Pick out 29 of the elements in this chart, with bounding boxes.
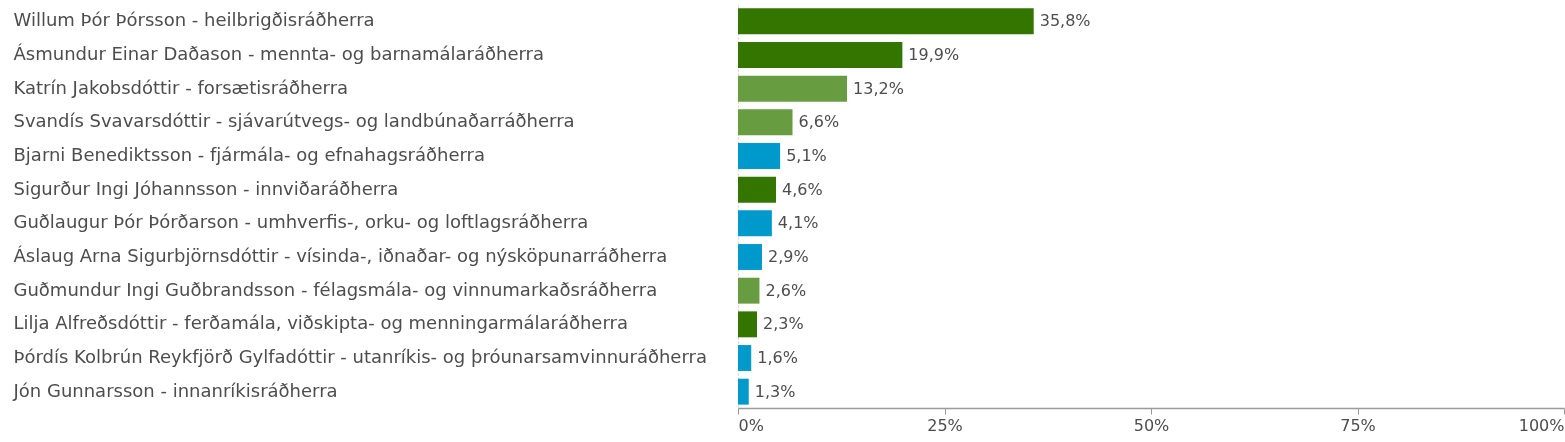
x-tick-label: 75% xyxy=(1340,415,1376,435)
data-label: 2,9% xyxy=(767,247,809,266)
data-label: 35,8% xyxy=(1039,11,1091,31)
data-label: 1,6% xyxy=(757,348,798,367)
data-label: 2,6% xyxy=(765,280,807,300)
x-tick-label: 25% xyxy=(927,415,963,435)
y-tick-label: Sigurður Ingi Jóhannsson - innviðaráðherra xyxy=(13,177,399,199)
x-tick-label: 100% xyxy=(1518,415,1565,435)
y-tick-label: Áslaug Arna Sigurbjörnsdóttir - vísinda-, iðnaðar- og nýsköpunarráðherra xyxy=(13,245,668,266)
x-tick-label: 0% xyxy=(738,415,764,435)
y-tick-label: Guðlaugur Þór Þórðarson - umhverfis-, orku- og loftlagsráðherra xyxy=(13,211,589,233)
x-tick-label: 50% xyxy=(1133,415,1170,435)
y-tick-label: Guðmundur Ingi Guðbrandsson - félagsmála- og vinnumarkaðsráðherra xyxy=(13,278,658,300)
data-label: 5,1% xyxy=(786,146,827,165)
data-label: 13,2% xyxy=(853,78,904,98)
y-tick-label: Bjarni Benediktsson - fjármála- og efnahagsráðherra xyxy=(13,144,485,165)
y-tick-label: Ásmundur Einar Daðason - mennta- og barnamálaráðherra xyxy=(13,43,545,64)
data-label: 19,9% xyxy=(908,45,960,64)
y-tick-label: Jón Gunnarsson - innanríkisráðherra xyxy=(12,379,338,401)
data-label: 1,3% xyxy=(754,381,796,401)
y-tick-label: Svandís Svavarsdóttir - sjávarútvegs- og landbúnaðarráðherra xyxy=(13,110,575,132)
y-tick-label: Lilja Alfreðsdóttir - ferðamála, viðskipta- og menningarmálaráðherra xyxy=(13,312,628,334)
data-label: 2,3% xyxy=(763,314,804,334)
y-tick-label: Willum Þór Þórsson - heilbrigðisráðherra xyxy=(13,9,375,31)
data-label: 4,6% xyxy=(782,179,823,199)
y-tick-label: Þórdís Kolbrún Reykfjörð Gylfadóttir - utanríkis- og þróunarsamvinnuráðherra xyxy=(13,346,707,367)
y-tick-label: Katrín Jakobsdóttir - forsætisráðherra xyxy=(13,76,349,98)
data-label: 4,1% xyxy=(777,213,819,233)
data-label: 6,6% xyxy=(798,112,840,132)
